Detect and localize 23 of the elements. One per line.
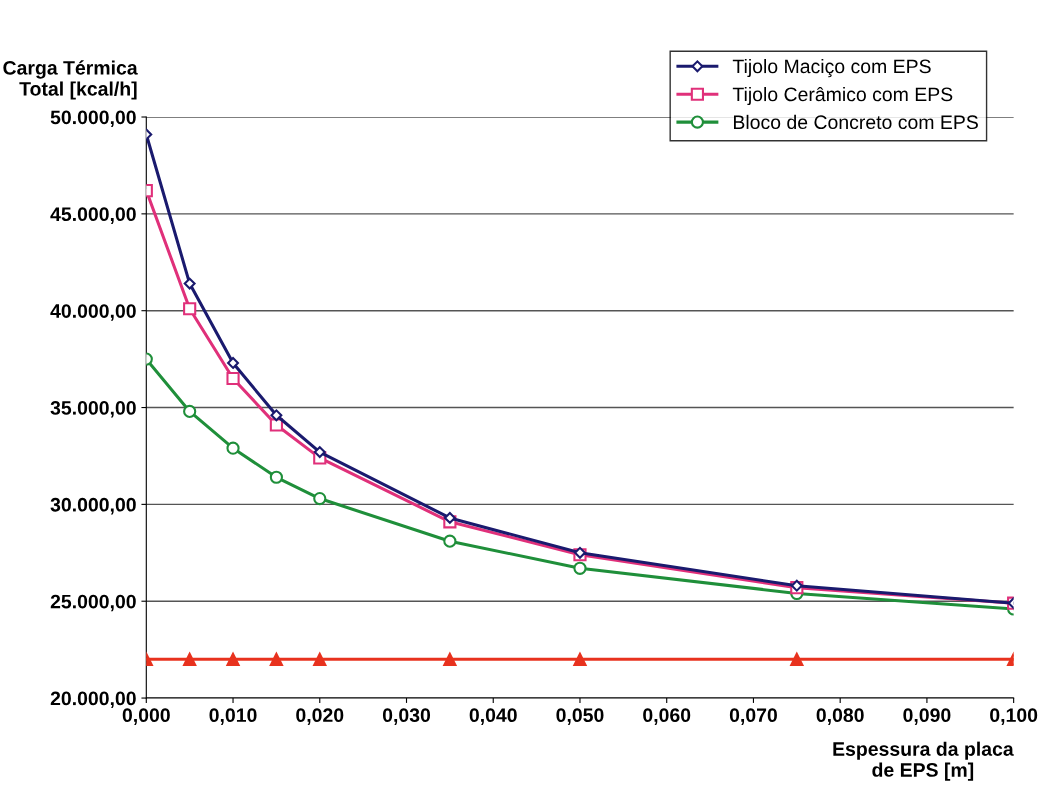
x-tick-label: 0,040 (469, 708, 517, 725)
x-tick-label: 0,090 (903, 708, 951, 725)
x-tick-label: 0,020 (296, 708, 344, 725)
x-tick-label: 0,080 (816, 708, 864, 725)
x-tick-label: 0,100 (990, 708, 1038, 725)
x-tick-label: 0,010 (209, 708, 257, 725)
x-tick-label: 0,050 (556, 708, 604, 725)
y-axis-title: Carga Térmica Total [kcal/h] (3, 60, 138, 100)
y-tick-label: 25.000,00 (50, 594, 136, 612)
x-tick-label: 0,070 (729, 708, 777, 725)
y-tick-label: 50.000,00 (50, 110, 136, 128)
y-tick-label: 40.000,00 (50, 304, 136, 321)
x-tick-label: 0,000 (122, 708, 170, 725)
y-tick-label: 20.000,00 (50, 691, 136, 709)
legend-label: Tijolo Maciço com EPS (732, 58, 931, 78)
y-tick-label: 45.000,00 (50, 207, 136, 224)
legend-label: Bloco de Concreto com EPS (733, 114, 978, 130)
legend-label: Tijolo Cerâmico com EPS (732, 86, 953, 106)
y-tick-label: 30.000,00 (50, 497, 136, 515)
x-axis-title: Espessura da placa de EPS [m] (833, 741, 1014, 781)
x-tick-label: 0,030 (382, 708, 431, 725)
y-tick-label: 35.000,00 (50, 401, 136, 418)
x-tick-label: 0,060 (643, 708, 691, 725)
